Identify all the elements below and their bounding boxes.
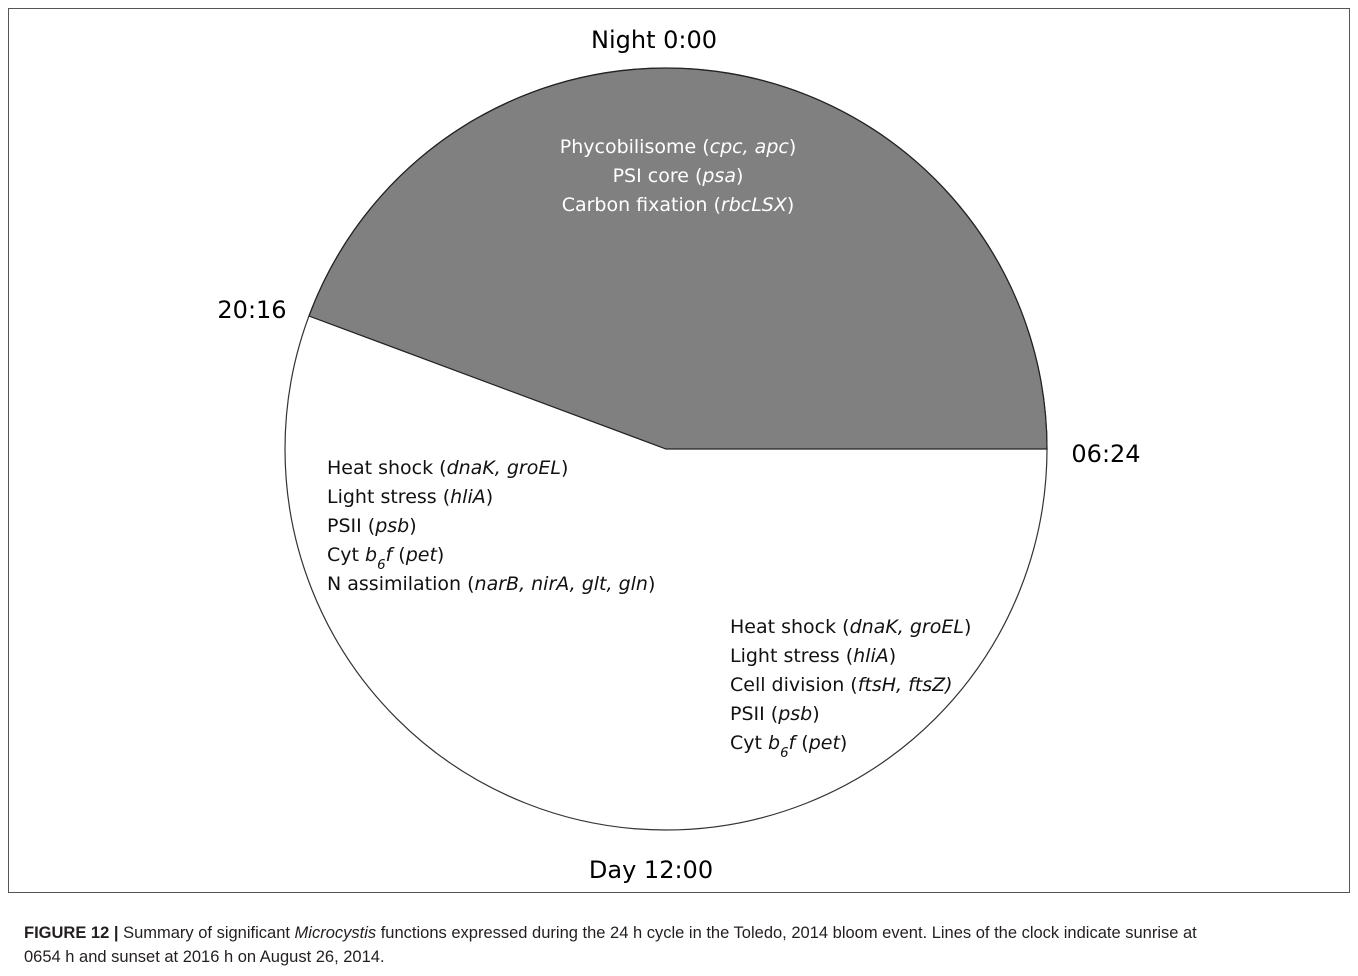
- text-run: ): [437, 544, 444, 566]
- text-run: rbcLSX: [721, 194, 788, 216]
- text-run: ftsH, ftsZ): [858, 674, 953, 696]
- text-run: hliA: [853, 645, 889, 667]
- caption-line: 0654 h and sunset at 2016 h on August 26…: [24, 948, 385, 966]
- figure-frame: [8, 8, 1350, 893]
- text-run: ): [964, 616, 971, 638]
- caption-line: FIGURE 12 | Summary of significant Micro…: [24, 924, 1197, 942]
- function-line: PSI core (psa): [613, 165, 744, 187]
- text-run: Cyt: [730, 732, 768, 754]
- text-run: b: [365, 544, 377, 566]
- text-run: ): [812, 703, 819, 725]
- text-run: 6: [780, 746, 788, 761]
- text-run: Heat shock (: [730, 616, 850, 638]
- text-run: PSI core (: [613, 165, 703, 187]
- function-line: Carbon fixation (rbcLSX): [562, 194, 795, 216]
- text-run: ): [409, 515, 416, 537]
- text-run: psb: [374, 515, 409, 537]
- text-run: b: [768, 732, 780, 754]
- text-run: ): [789, 136, 796, 158]
- function-line: Phycobilisome (cpc, apc): [560, 136, 797, 158]
- function-line: Light stress (hliA): [730, 645, 896, 667]
- text-run: f: [789, 732, 799, 754]
- night-sector: [308, 67, 1048, 450]
- function-line: Cell division (ftsH, ftsZ): [730, 674, 953, 696]
- text-run: narB, nirA, glt, gln: [475, 573, 648, 595]
- text-run: Carbon fixation (: [562, 194, 721, 216]
- text-run: pet: [405, 544, 439, 566]
- clock-label: Day 12:00: [589, 856, 713, 884]
- text-run: pet: [808, 732, 842, 754]
- text-run: (: [392, 544, 405, 566]
- text-run: PSII (: [327, 515, 375, 537]
- text-run: cpc, apc: [710, 136, 790, 158]
- text-run: FIGURE 12 |: [24, 924, 118, 942]
- text-run: f: [386, 544, 396, 566]
- text-run: Microcystis: [295, 924, 377, 942]
- text-run: PSII (: [730, 703, 778, 725]
- text-run: dnaK, groEL: [447, 457, 561, 479]
- text-run: N assimilation (: [327, 573, 475, 595]
- clock-label: 20:16: [217, 296, 286, 324]
- text-run: ): [840, 732, 847, 754]
- text-run: 0654 h and sunset at 2016 h on August 26…: [24, 948, 385, 966]
- text-run: ): [648, 573, 655, 595]
- text-run: Phycobilisome (: [560, 136, 710, 158]
- clock-label: 06:24: [1071, 440, 1140, 468]
- function-line: Cyt b6f (pet): [730, 732, 847, 761]
- function-line: Heat shock (dnaK, groEL): [327, 457, 568, 479]
- text-run: 6: [377, 558, 385, 573]
- function-line: Light stress (hliA): [327, 486, 493, 508]
- text-run: ): [736, 165, 743, 187]
- text-run: psa: [701, 165, 736, 187]
- clock-label: Night 0:00: [591, 26, 717, 54]
- text-run: dnaK, groEL: [850, 616, 964, 638]
- function-line: PSII (psb): [730, 703, 820, 725]
- text-run: (: [795, 732, 808, 754]
- text-run: functions expressed during the 24 h cycl…: [376, 924, 1197, 942]
- text-run: Summary of significant: [118, 924, 294, 942]
- text-run: hliA: [450, 486, 486, 508]
- text-run: ): [787, 194, 794, 216]
- text-run: ): [486, 486, 493, 508]
- function-line: Cyt b6f (pet): [327, 544, 444, 573]
- text-run: Light stress (: [730, 645, 853, 667]
- text-run: ): [889, 645, 896, 667]
- function-line: N assimilation (narB, nirA, glt, gln): [327, 573, 655, 595]
- text-run: ): [561, 457, 568, 479]
- function-line: Heat shock (dnaK, groEL): [730, 616, 971, 638]
- text-run: Cell division (: [730, 674, 858, 696]
- text-run: Heat shock (: [327, 457, 447, 479]
- text-run: psb: [777, 703, 812, 725]
- function-line: PSII (psb): [327, 515, 417, 537]
- text-run: Cyt: [327, 544, 365, 566]
- text-run: Light stress (: [327, 486, 450, 508]
